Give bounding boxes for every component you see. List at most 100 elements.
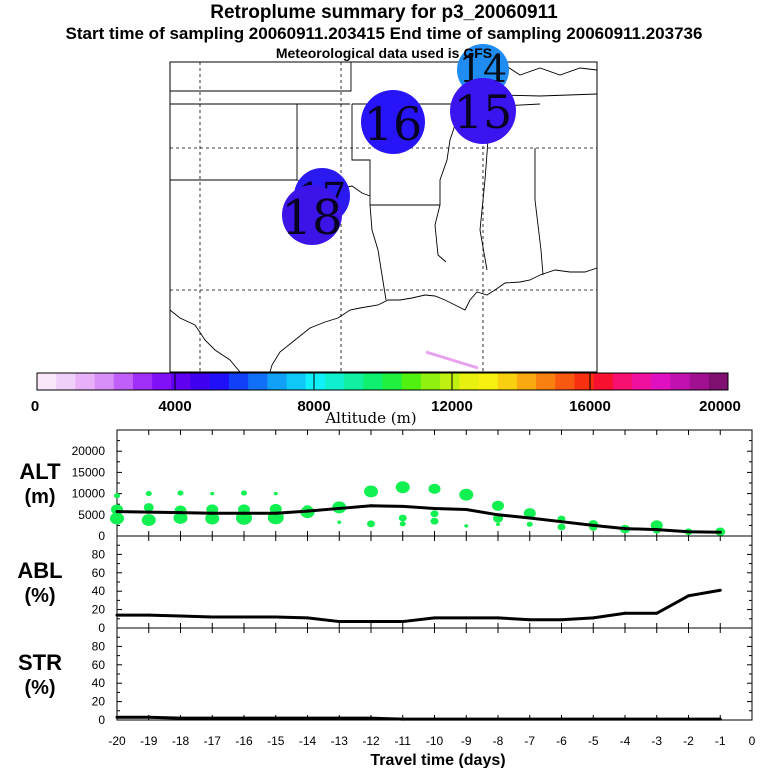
colorbar-swatch xyxy=(267,373,288,390)
abl-point xyxy=(591,616,595,620)
y-tick-label: 5000 xyxy=(78,508,105,522)
abl-point xyxy=(528,618,532,622)
x-tick-label: 0 xyxy=(749,734,756,748)
abl-point xyxy=(337,620,341,624)
alt-point xyxy=(623,527,627,531)
colorbar-swatch xyxy=(286,373,307,390)
y-tick-label: 20 xyxy=(92,695,106,709)
colorbar-dividers xyxy=(174,373,591,390)
altitude-blob xyxy=(205,512,220,525)
colorbar-swatches xyxy=(37,373,729,390)
colorbar-swatch xyxy=(228,373,249,390)
alt-point xyxy=(401,504,405,508)
alt-point xyxy=(306,509,309,513)
y-axis-title: STR xyxy=(18,650,62,675)
altitude-blob xyxy=(523,508,536,519)
alt-point xyxy=(433,506,436,510)
y-tick-label: 20000 xyxy=(72,444,106,458)
alt-point xyxy=(718,530,722,534)
str-point xyxy=(591,717,595,721)
str-point xyxy=(528,717,532,721)
colorbar-swatch xyxy=(555,373,575,390)
map-markers: 14 16 15 17 18 xyxy=(281,44,516,246)
alt-point xyxy=(179,511,182,515)
panel-str: 0 20 40 60 80 STR(%) xyxy=(18,627,753,727)
altitude-blob xyxy=(557,523,566,531)
marker-16-dot xyxy=(361,90,425,154)
colorbar-swatch xyxy=(152,373,172,390)
y-axis-unit: (%) xyxy=(24,585,55,607)
str-point xyxy=(274,716,278,720)
colorbar-swatch xyxy=(516,373,537,390)
str-series-line xyxy=(117,715,721,721)
y-tick-label: 15000 xyxy=(72,465,106,479)
str-point xyxy=(496,717,500,721)
alt-point xyxy=(464,508,468,511)
abl-point xyxy=(115,613,119,617)
marker-15-dot xyxy=(450,78,516,144)
altitude-blob xyxy=(398,514,407,522)
x-tick-label: -5 xyxy=(588,734,599,748)
abl-point xyxy=(433,616,436,620)
x-tick-label: -1 xyxy=(715,734,726,748)
colorbar-swatch xyxy=(171,373,192,390)
altitude-blob xyxy=(114,493,120,499)
abl-point xyxy=(655,611,659,615)
colorbar-swatch xyxy=(209,373,230,390)
colorbar-tick-0: 0 xyxy=(31,398,39,415)
panel-abl: 0 20 40 60 80 ABL(%) xyxy=(17,535,753,635)
y-axis-unit: (m) xyxy=(24,486,55,508)
altitude-blob xyxy=(177,490,184,496)
str-point xyxy=(687,717,690,721)
abl-point xyxy=(560,618,563,622)
alt-point xyxy=(560,520,563,524)
x-tick-label: -9 xyxy=(461,734,472,748)
colorbar-swatch xyxy=(574,373,595,390)
altitude-blob xyxy=(430,517,439,525)
altitude-blob xyxy=(337,520,342,524)
altitude-colorbar: 0 4000 8000 12000 16000 20000 Altitude (… xyxy=(31,372,741,427)
colorbar-swatch xyxy=(94,373,115,390)
panel-alt: 0 5000 10000 15000 20000 ALT(m) xyxy=(19,429,753,543)
abl-point xyxy=(179,614,182,618)
y-tick-label: 60 xyxy=(92,566,106,580)
colorbar-swatch xyxy=(670,373,691,390)
marker-16: 16 xyxy=(361,90,425,154)
y-tick-label: 20 xyxy=(92,603,106,617)
colorbar-swatch xyxy=(708,373,729,390)
y-tick-label: 80 xyxy=(92,547,106,561)
x-tick-label: -3 xyxy=(651,734,662,748)
colorbar-swatch xyxy=(190,373,211,390)
abl-series-line xyxy=(117,588,721,624)
x-axis-title: Travel time (days) xyxy=(370,752,505,768)
abl-point xyxy=(718,588,722,592)
marker-18-dot xyxy=(282,185,342,245)
altitude-blob xyxy=(110,512,124,525)
altitude-blob xyxy=(395,481,410,494)
altitude-blob xyxy=(273,491,278,496)
altitude-blob xyxy=(173,512,188,524)
altitude-blob xyxy=(526,521,533,527)
x-tick-label: -20 xyxy=(108,734,126,748)
altitude-blob xyxy=(210,491,215,496)
marker-18: 18 xyxy=(281,185,343,246)
alt-point xyxy=(274,511,278,515)
colorbar-swatch xyxy=(478,373,499,390)
colorbar-swatch xyxy=(363,373,383,390)
chart-title: Retroplume summary for p3_20060911 xyxy=(210,2,558,23)
str-point xyxy=(306,716,309,720)
abl-point xyxy=(147,613,151,617)
alt-point xyxy=(210,511,214,515)
x-tick-label: -6 xyxy=(556,734,567,748)
abl-point xyxy=(496,616,500,620)
str-point xyxy=(655,717,659,721)
y-axis-unit: (%) xyxy=(24,677,55,699)
colorbar-swatch xyxy=(248,373,268,390)
marker-16-label: 16 xyxy=(364,97,423,151)
y-axis-title: ABL xyxy=(17,558,62,583)
str-point xyxy=(464,717,468,721)
x-tick-label: -7 xyxy=(524,734,535,748)
str-point xyxy=(242,716,246,720)
altitude-blob xyxy=(141,514,156,527)
